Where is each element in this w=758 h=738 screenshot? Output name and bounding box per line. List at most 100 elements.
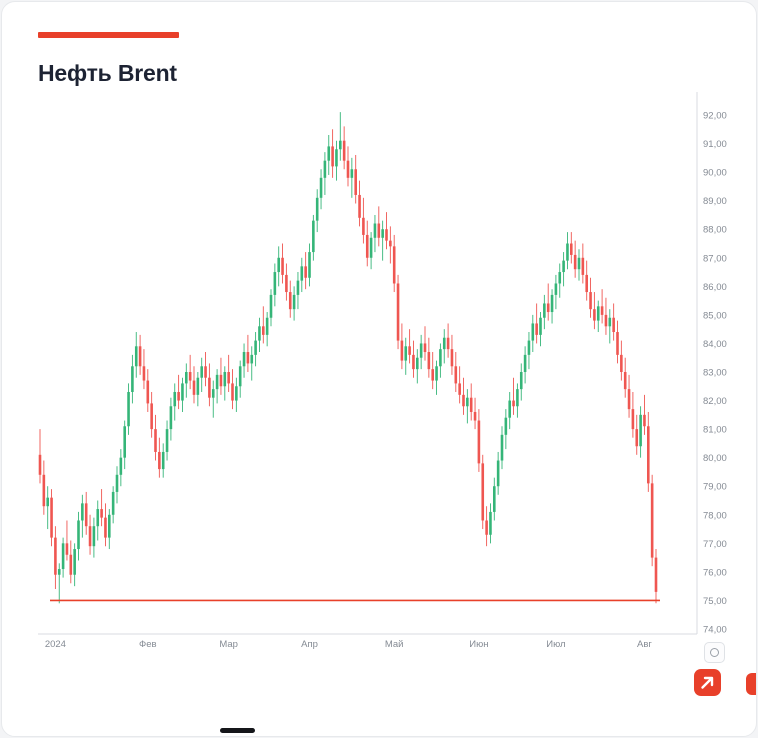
y-axis-label: 79,00 [703,482,727,493]
candle-body [215,374,219,390]
candle-body [61,543,65,570]
x-axis-label: Май [385,639,404,650]
candle-body [504,417,508,435]
candle-body [165,429,169,452]
candle-body [608,317,612,327]
candle-body [550,294,554,313]
candle-body [381,229,384,238]
candle-body [46,497,49,507]
candle-body [596,306,600,321]
x-axis-label: Июл [546,639,565,650]
candle-body [96,509,100,527]
candle-body [296,280,300,295]
bottom-handle-bar [220,728,255,733]
candle-body [523,354,527,372]
candle-body [400,340,404,361]
candle-body [454,366,458,384]
candle-body [446,337,450,350]
candle-body [512,400,515,407]
candle-body [131,366,134,392]
candle-body [146,380,150,404]
candle-body [242,352,246,367]
candle-body [181,383,184,401]
circle-icon [710,648,719,657]
candle-body [269,294,273,318]
candle-body [208,377,211,398]
candle-body [73,549,76,575]
candle-body [88,526,92,547]
candle-body [127,391,130,427]
y-axis-label: 83,00 [703,368,727,379]
candle-body [92,526,96,547]
brand-logo-partial-icon [746,673,756,695]
candle-body [111,491,115,515]
candle-body [442,337,446,350]
candle-body [315,197,319,221]
candle-body [539,317,542,335]
candlestick-chart[interactable]: 92,00 91,00 90,00 89,00 88,00 87,00 86,00 85,00… [32,90,752,665]
y-axis-label: 81,00 [703,425,727,436]
candle-body [469,397,473,412]
accent-bar [38,32,179,38]
candle-body [319,177,323,198]
candle-body [450,349,454,367]
candle-body [277,257,280,273]
x-axis-label: Апр [301,639,318,650]
brand-logo-icon[interactable] [694,669,721,696]
candle-body [516,389,519,407]
candle-body [620,354,623,372]
candle-body [477,420,481,464]
candle-body [327,146,331,161]
candle-body [281,257,284,275]
candle-body [177,391,180,401]
candle-body [69,554,73,575]
candle-body [508,400,511,418]
candle-body [570,243,573,255]
candle-body [485,520,488,535]
candle-body [639,414,642,447]
candle-body [169,406,173,430]
y-axis-label: 90,00 [703,168,727,179]
candle-body [196,377,200,395]
candle-body [308,252,311,278]
y-axis-label: 88,00 [703,225,727,236]
chart-control-icon[interactable] [704,642,725,663]
candlestick-chart-svg[interactable]: 92,00 91,00 90,00 89,00 88,00 87,00 86,00 85,00… [32,90,752,665]
candle-body [262,326,265,335]
candle-body [543,303,546,318]
candle-body [134,346,138,367]
candle-body [323,160,327,178]
candle-body [200,366,203,378]
candle-body [416,357,419,370]
candle-body [100,509,103,518]
candle-body [154,429,157,452]
candle-body [273,272,277,295]
candle-body [192,380,196,395]
candle-body [358,194,361,218]
candle-body [535,323,538,335]
y-axis-label: 75,00 [703,596,727,607]
candle-body [600,306,604,315]
candle-body [546,303,550,313]
x-axis-label: Фев [139,639,157,650]
candle-body [439,349,442,367]
candle-body [158,451,161,470]
candle-body [138,346,142,367]
candle-body [585,274,588,293]
y-axis-label: 76,00 [703,567,727,578]
candle-body [458,383,461,395]
candle-body [627,389,631,410]
candle-body [573,254,577,270]
candle-body [519,372,523,390]
x-axis-label: Июн [469,639,488,650]
candle-body [104,517,107,538]
candle-body [339,140,342,150]
candle-body [304,266,307,278]
candle-body [57,569,61,575]
candle-body [54,537,57,575]
candle-body [362,217,365,235]
candle-body [292,294,296,310]
y-axis-label: 74,00 [703,625,727,636]
candle-body [635,429,639,447]
